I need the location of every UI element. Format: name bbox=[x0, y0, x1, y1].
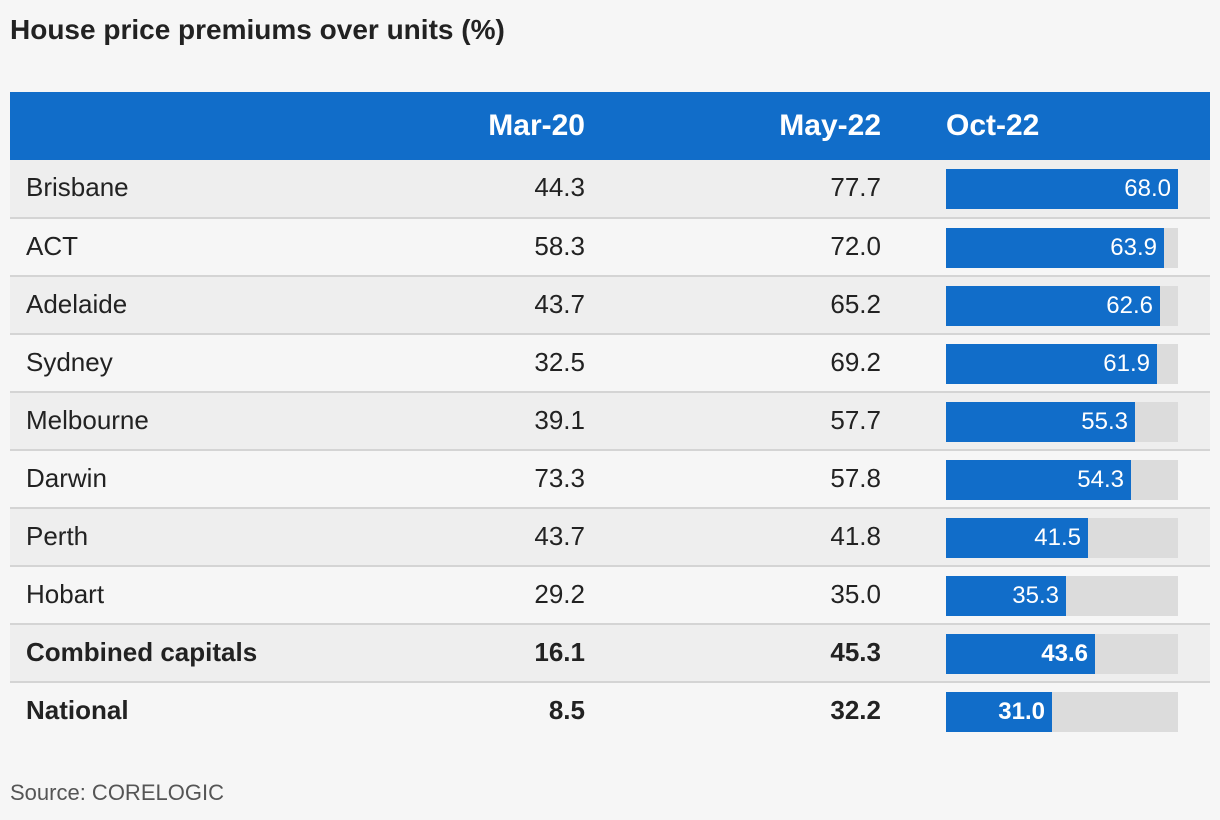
bar-oct22: 54.3 bbox=[946, 460, 1131, 500]
cell-may22: 35.0 bbox=[830, 579, 881, 609]
cell-may22: 41.8 bbox=[830, 521, 881, 551]
row-label: Brisbane bbox=[26, 172, 129, 202]
cell-may22: 32.2 bbox=[830, 695, 881, 725]
source-note: Source: CORELOGIC bbox=[10, 780, 224, 805]
table-row: Melbourne 39.1 57.7 55.3 bbox=[10, 391, 1210, 449]
cell-mar20: 44.3 bbox=[534, 172, 585, 202]
chart-title: House price premiums over units (%) bbox=[10, 14, 505, 45]
cell-mar20: 32.5 bbox=[534, 347, 585, 377]
table-row: Brisbane 44.3 77.7 68.0 bbox=[10, 160, 1210, 217]
table-row: Adelaide 43.7 65.2 62.6 bbox=[10, 275, 1210, 333]
bar-track: 68.0 bbox=[946, 169, 1178, 209]
row-label: Sydney bbox=[26, 347, 113, 377]
cell-may22: 65.2 bbox=[830, 289, 881, 319]
bar-track: 54.3 bbox=[946, 460, 1178, 500]
table-row: Hobart 29.2 35.0 35.3 bbox=[10, 565, 1210, 623]
table-body: Brisbane 44.3 77.7 68.0 ACT 58.3 72.0 63.9 Adela… bbox=[10, 160, 1210, 739]
row-label: Darwin bbox=[26, 463, 107, 493]
cell-may22: 45.3 bbox=[830, 637, 881, 667]
header-may22: May-22 bbox=[779, 109, 881, 142]
table-row: ACT 58.3 72.0 63.9 bbox=[10, 217, 1210, 275]
cell-mar20: 73.3 bbox=[534, 463, 585, 493]
bar-track: 62.6 bbox=[946, 286, 1178, 326]
cell-may22: 72.0 bbox=[830, 231, 881, 261]
cell-mar20: 43.7 bbox=[534, 521, 585, 551]
row-label: National bbox=[26, 695, 129, 725]
bar-oct22: 62.6 bbox=[946, 286, 1160, 326]
cell-mar20: 8.5 bbox=[548, 695, 585, 725]
table-row: Combined capitals 16.1 45.3 43.6 bbox=[10, 623, 1210, 681]
bar-oct22: 63.9 bbox=[946, 228, 1164, 268]
cell-may22: 69.2 bbox=[830, 347, 881, 377]
bar-oct22: 41.5 bbox=[946, 518, 1088, 558]
header-oct22: Oct-22 bbox=[946, 109, 1040, 142]
header-mar20: Mar-20 bbox=[488, 109, 585, 142]
table-row: Sydney 32.5 69.2 61.9 bbox=[10, 333, 1210, 391]
row-label: Hobart bbox=[26, 579, 105, 609]
table-row: National 8.5 32.2 31.0 bbox=[10, 681, 1210, 739]
bar-oct22: 31.0 bbox=[946, 692, 1052, 732]
cell-mar20: 43.7 bbox=[534, 289, 585, 319]
table-header: Mar-20 May-22 Oct-22 bbox=[10, 92, 1210, 160]
bar-oct22: 55.3 bbox=[946, 402, 1135, 442]
cell-may22: 77.7 bbox=[830, 172, 881, 202]
bar-track: 61.9 bbox=[946, 344, 1178, 384]
bar-track: 31.0 bbox=[946, 692, 1178, 732]
bar-oct22: 35.3 bbox=[946, 576, 1066, 616]
bar-oct22: 68.0 bbox=[946, 169, 1178, 209]
row-label: ACT bbox=[26, 231, 78, 261]
bar-oct22: 43.6 bbox=[946, 634, 1095, 674]
row-label: Perth bbox=[26, 521, 89, 551]
bar-oct22: 61.9 bbox=[946, 344, 1157, 384]
row-label: Melbourne bbox=[26, 405, 149, 435]
bar-track: 63.9 bbox=[946, 228, 1178, 268]
cell-may22: 57.7 bbox=[830, 405, 881, 435]
bar-track: 35.3 bbox=[946, 576, 1178, 616]
cell-mar20: 58.3 bbox=[534, 231, 585, 261]
premium-table: Mar-20 May-22 Oct-22 Brisbane 44.3 77.7 68.… bbox=[10, 92, 1210, 739]
table-row: Perth 43.7 41.8 41.5 bbox=[10, 507, 1210, 565]
cell-mar20: 16.1 bbox=[534, 637, 585, 667]
row-label: Combined capitals bbox=[26, 637, 258, 667]
row-label: Adelaide bbox=[26, 289, 128, 319]
bar-track: 43.6 bbox=[946, 634, 1178, 674]
cell-mar20: 29.2 bbox=[534, 579, 585, 609]
bar-track: 55.3 bbox=[946, 402, 1178, 442]
bar-track: 41.5 bbox=[946, 518, 1178, 558]
cell-may22: 57.8 bbox=[830, 463, 881, 493]
table-row: Darwin 73.3 57.8 54.3 bbox=[10, 449, 1210, 507]
cell-mar20: 39.1 bbox=[534, 405, 585, 435]
